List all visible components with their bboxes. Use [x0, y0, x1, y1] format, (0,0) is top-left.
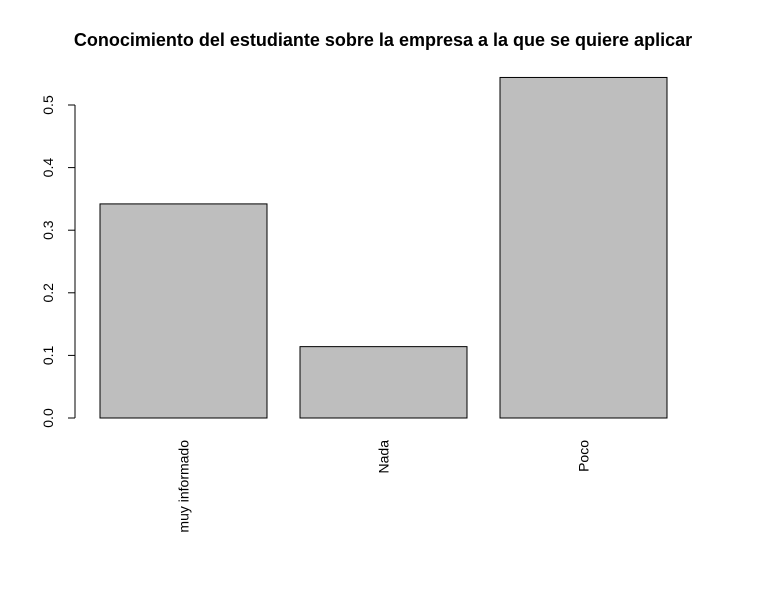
bar-1 — [299, 346, 468, 419]
y-tick-label: 0.0 — [40, 408, 56, 428]
y-tick-label: 0.5 — [40, 95, 56, 115]
y-tick-label: 0.4 — [40, 158, 56, 178]
x-axis-labels: muy informado Nada Poco — [176, 440, 592, 533]
y-tick-label: 0.3 — [40, 220, 56, 240]
y-tick-label: 0.1 — [40, 345, 56, 365]
chart-title: Conocimiento del estudiante sobre la emp… — [74, 30, 692, 50]
category-label-2: Poco — [576, 440, 592, 472]
y-axis: 0.0 0.1 0.2 0.3 0.4 0.5 — [40, 95, 75, 428]
bar-2 — [499, 76, 668, 419]
category-label-0: muy informado — [176, 440, 192, 533]
bars-group — [99, 76, 668, 419]
y-tick-label: 0.2 — [40, 283, 56, 303]
bar-0 — [99, 203, 268, 419]
category-label-1: Nada — [376, 440, 392, 474]
